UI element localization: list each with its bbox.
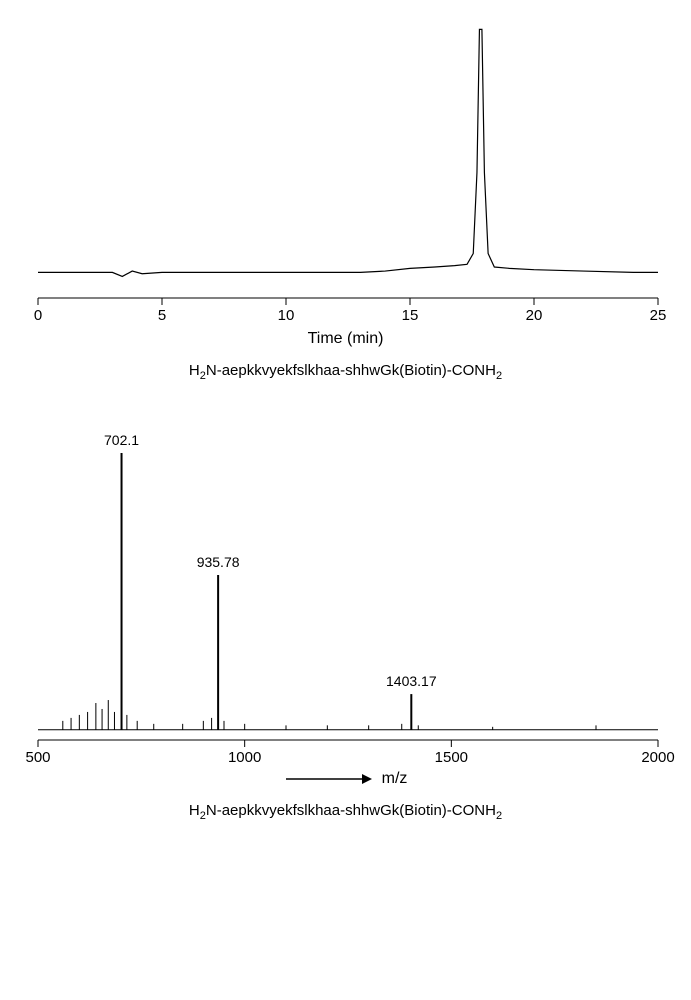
tick-label: 1500	[435, 749, 468, 766]
tick-label: 5	[158, 307, 166, 324]
tick-label: 1000	[228, 749, 261, 766]
mass-spectrum-caption: H2N-aepkkvyekfslkhaa-shhwGk(Biotin)-CONH…	[20, 802, 671, 822]
mz-arrow-row: m/z	[20, 770, 671, 788]
chromatogram-svg: 0 5 10 15 20 25	[20, 20, 676, 324]
peak-label: 935.78	[197, 554, 240, 570]
tick-label: 10	[278, 307, 295, 324]
peak-label: 702.1	[104, 432, 139, 448]
figure-container: 0 5 10 15 20 25 Time (min) H2N-aepkkvyekfslkh…	[20, 20, 671, 822]
chromatogram-caption: H2N-aepkkvyekfslkhaa-shhwGk(Biotin)-CONH…	[20, 362, 671, 382]
tick-label: 0	[34, 307, 42, 324]
peak-label: 1403.17	[386, 673, 437, 689]
chromatogram-x-label: Time (min)	[20, 330, 671, 348]
tick-label: 20	[526, 307, 543, 324]
mass-spectrum-svg: 702.1 935.78 1403.17 500 1000 1500 2000	[20, 422, 676, 766]
tick-label: 500	[25, 749, 50, 766]
tick-label: 2000	[641, 749, 674, 766]
tick-label: 25	[650, 307, 667, 324]
tick-label: 15	[402, 307, 419, 324]
arrow-icon	[284, 772, 374, 786]
mz-label: m/z	[382, 770, 408, 788]
mass-spectrum-chart: 702.1 935.78 1403.17 500 1000 1500 2000 m/z H2…	[20, 422, 671, 822]
chromatogram-chart: 0 5 10 15 20 25 Time (min) H2N-aepkkvyekfslkh…	[20, 20, 671, 382]
